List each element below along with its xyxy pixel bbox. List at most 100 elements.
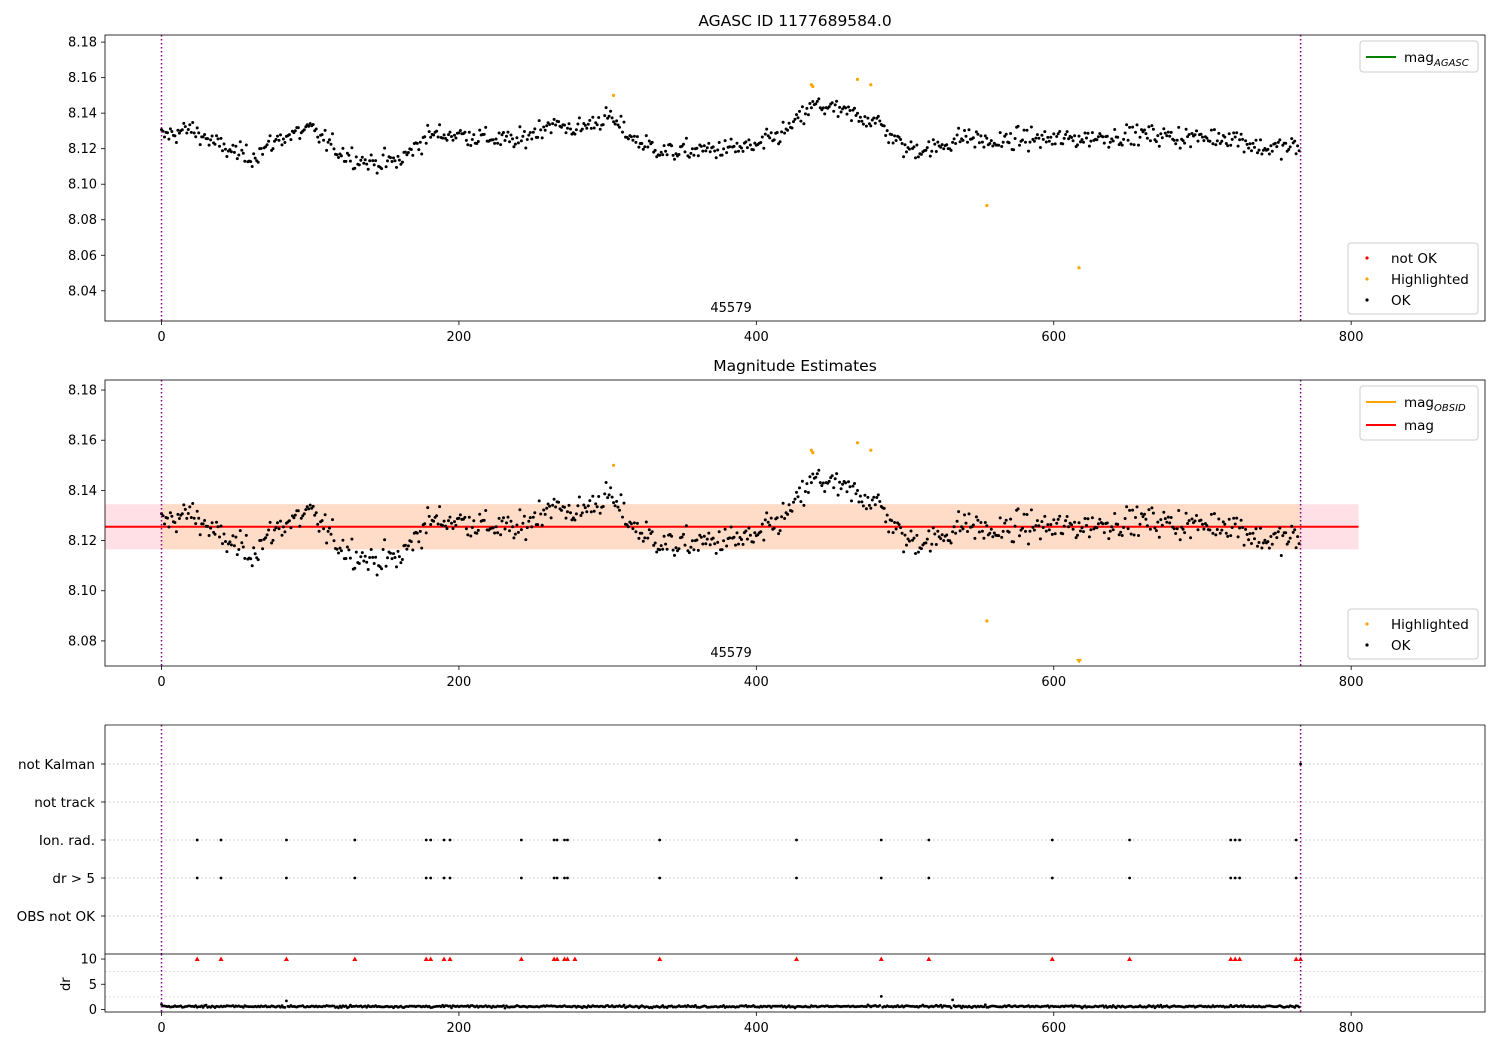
data-point-ok xyxy=(197,516,201,520)
data-point-ok xyxy=(766,134,770,138)
data-point-ok xyxy=(1021,138,1024,142)
data-point-ok xyxy=(1000,535,1004,539)
data-point-ok xyxy=(1037,524,1041,528)
y-tick-label: 8.18 xyxy=(68,384,97,399)
data-point-ok xyxy=(934,543,938,546)
data-point-ok xyxy=(1138,522,1142,526)
data-point-ok xyxy=(1297,149,1301,153)
data-point-ok xyxy=(548,504,552,508)
data-point-ok xyxy=(1085,136,1088,140)
data-point-ok xyxy=(745,146,749,150)
data-point-ok xyxy=(744,529,748,533)
data-point-ok xyxy=(845,490,849,494)
data-point-ok xyxy=(219,136,223,140)
data-point-ok xyxy=(650,530,654,534)
flag-point-dr xyxy=(448,876,452,880)
data-point-ok xyxy=(360,551,364,555)
data-point-ok xyxy=(753,531,757,535)
data-point-ok xyxy=(711,536,715,540)
data-point-ok xyxy=(314,127,318,131)
data-point-ok xyxy=(469,534,473,538)
data-point-ok xyxy=(659,544,663,548)
data-point-ok xyxy=(1027,542,1030,546)
data-point-ok xyxy=(817,97,821,101)
data-point-ok xyxy=(640,531,644,535)
data-point-ok xyxy=(281,525,285,529)
data-point-ok xyxy=(780,515,784,519)
data-point-ok xyxy=(1061,142,1065,146)
data-point-ok xyxy=(415,141,419,145)
data-point-ok xyxy=(1254,138,1258,142)
x-tick-label: 200 xyxy=(447,1021,472,1036)
data-point-ok xyxy=(448,130,452,134)
data-point-ok xyxy=(652,543,656,547)
data-point-ok xyxy=(458,129,462,132)
data-point-ok xyxy=(728,536,732,540)
data-point-ok xyxy=(463,515,467,519)
data-point-ok xyxy=(210,521,214,525)
data-point-ok xyxy=(1172,527,1176,531)
data-point-ok xyxy=(447,133,450,137)
data-point-ok xyxy=(838,480,842,484)
y-tick-label: 8.10 xyxy=(68,584,97,599)
flag-label: not Kalman xyxy=(18,757,95,773)
data-point-ok xyxy=(1141,515,1145,519)
data-point-ok xyxy=(551,503,555,507)
data-point-highlighted xyxy=(611,93,616,97)
data-point-ok xyxy=(832,486,836,490)
data-point-ok xyxy=(337,156,340,159)
data-point-ok xyxy=(1083,131,1087,135)
data-point-ok xyxy=(337,551,340,555)
data-point-ok xyxy=(1116,135,1120,139)
data-point-ok xyxy=(1278,526,1282,530)
data-point-ok xyxy=(539,512,543,516)
data-point-ok xyxy=(339,154,343,158)
data-point-ok xyxy=(689,545,693,549)
data-point-ok xyxy=(811,100,815,103)
data-point-ok xyxy=(1151,511,1155,515)
data-point-highlighted xyxy=(985,619,989,623)
data-point-ok xyxy=(1163,517,1167,521)
data-point-ok xyxy=(243,556,247,560)
data-point-ok xyxy=(952,137,956,141)
data-point-ok xyxy=(1025,513,1029,516)
data-point-ok xyxy=(383,538,387,542)
data-point-ok xyxy=(267,528,271,532)
data-point-ok xyxy=(714,551,718,555)
legend-frame xyxy=(1359,40,1479,73)
data-point-ok xyxy=(856,111,859,115)
legend-label-main: mag xyxy=(1404,50,1434,66)
data-point-ok xyxy=(951,530,955,534)
data-point-ok xyxy=(603,492,607,496)
data-point-ok xyxy=(392,156,395,160)
data-point-ok xyxy=(1035,519,1039,523)
data-point-ok xyxy=(325,541,329,545)
data-point-ok xyxy=(542,125,546,129)
data-point-ok xyxy=(192,516,196,520)
data-point-ok xyxy=(1135,123,1139,127)
data-point-ok xyxy=(206,524,210,528)
data-point-ok xyxy=(979,521,983,524)
flag-point-ion-rad xyxy=(1229,838,1233,842)
data-point-ok xyxy=(320,519,324,523)
data-point-ok xyxy=(659,150,663,154)
data-point-ok xyxy=(644,520,648,524)
data-point-ok xyxy=(1096,135,1100,139)
data-point-ok xyxy=(863,115,867,119)
data-point-ok xyxy=(268,134,272,138)
data-point-ok xyxy=(612,501,616,505)
data-point-ok xyxy=(274,138,278,141)
y-tick-label: 8.10 xyxy=(68,178,97,193)
data-point-ok xyxy=(345,545,349,549)
data-point-ok xyxy=(866,495,870,499)
data-point-ok xyxy=(1085,524,1088,527)
data-point-ok xyxy=(1137,534,1140,537)
data-point-ok xyxy=(1053,142,1057,146)
data-point-ok xyxy=(808,475,812,479)
data-point-ok xyxy=(836,115,840,118)
data-point-ok xyxy=(912,536,916,540)
data-point-ok xyxy=(1226,534,1230,538)
legend-label-main: mag xyxy=(1404,418,1434,434)
data-point-ok xyxy=(945,143,949,147)
data-point-ok xyxy=(396,549,400,553)
